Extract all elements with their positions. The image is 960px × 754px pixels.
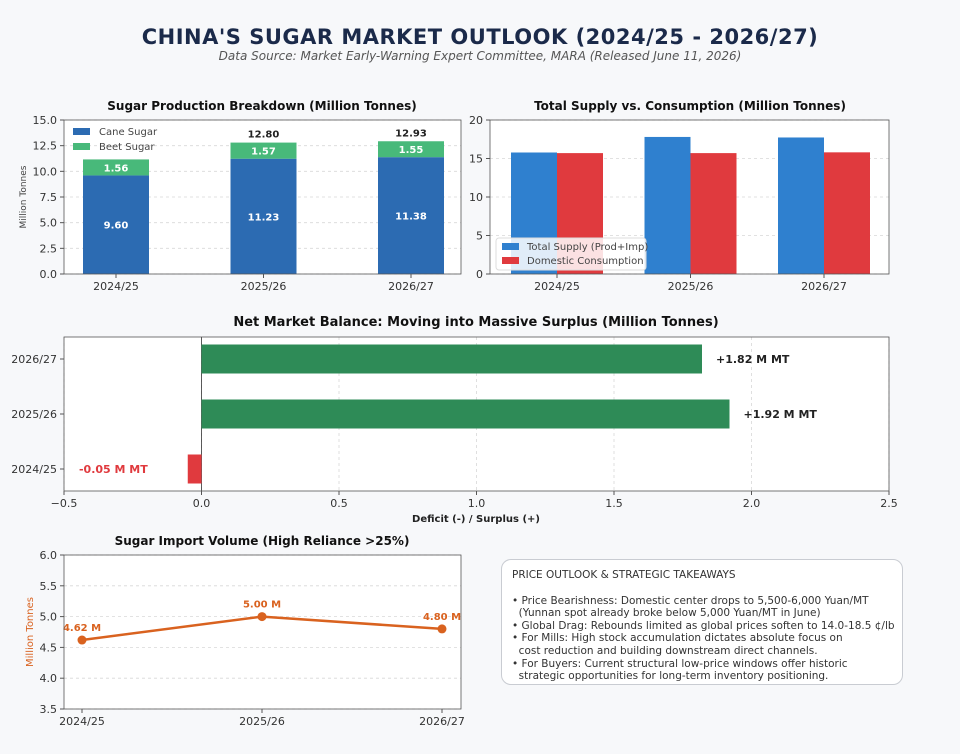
surplus-bar	[201, 344, 702, 374]
imports-ylabel: Million Tonnes	[25, 597, 36, 667]
total-supply-bar	[644, 136, 691, 274]
balance-xtick-label: 1.5	[605, 497, 623, 510]
imports-data-point	[257, 612, 267, 622]
imports-data-label: 4.62 M	[63, 623, 101, 634]
supply-ytick-label: 15	[469, 153, 483, 166]
balance-ytick-label: 2024/25	[11, 463, 57, 476]
legend-swatch-consumption	[502, 257, 519, 264]
legend-swatch-beet	[73, 143, 90, 150]
production-ytick-label: 5.0	[40, 217, 58, 230]
takeaway-bullet-global: • Global Drag: Rebounds limited as globa…	[512, 619, 895, 632]
imports-data-label: 5.00 M	[243, 600, 281, 611]
production-xtick-label: 2026/27	[388, 280, 434, 293]
cane-sugar-data-label: 11.38	[395, 212, 427, 223]
beet-sugar-bar	[83, 159, 149, 176]
production-ylabel: Million Tonnes	[19, 165, 29, 228]
imports-data-label: 4.80 M	[423, 612, 461, 623]
imports-plot-border	[63, 554, 462, 710]
takeaways-heading: PRICE OUTLOOK & STRATEGIC TAKEAWAYS	[512, 569, 736, 581]
beet-sugar-bar	[378, 141, 444, 158]
production-ytick-label: 12.5	[33, 140, 58, 153]
domestic-consumption-bar	[824, 152, 870, 274]
takeaways-box: PRICE OUTLOOK & STRATEGIC TAKEAWAYS • Pr…	[501, 559, 903, 685]
page-title: CHINA'S SUGAR MARKET OUTLOOK (2024/25 - …	[141, 25, 819, 49]
production-ytick-label: 15.0	[33, 114, 58, 127]
total-supply-bar	[778, 137, 824, 274]
production-xtick-label: 2024/25	[93, 280, 139, 293]
production-total-label: 12.93	[395, 128, 427, 139]
production-xtick-label: 2025/26	[241, 280, 287, 293]
production-total-label: 12.80	[248, 130, 280, 141]
balance-data-label: +1.82 M MT	[716, 353, 790, 366]
imports-plot-bg	[64, 555, 461, 709]
cane-sugar-data-label: 9.60	[104, 221, 129, 232]
balance-data-label: -0.05 M MT	[79, 463, 148, 476]
supply-ytick-label: 0	[476, 268, 483, 281]
legend-label-beet: Beet Sugar	[99, 142, 155, 153]
balance-xtick-label: 2.0	[743, 497, 761, 510]
legend-swatch-cane	[73, 128, 90, 135]
imports-ytick-label: 5.0	[40, 611, 58, 624]
beet-sugar-data-label: 1.55	[399, 145, 424, 156]
imports-ytick-label: 5.5	[40, 580, 58, 593]
cane-sugar-data-label: 11.23	[248, 212, 280, 223]
supply-chart-title: Total Supply vs. Consumption (Million To…	[534, 99, 846, 113]
production-ytick-label: 7.5	[40, 191, 58, 204]
imports-xtick-label: 2024/25	[59, 715, 105, 728]
legend-label-cane: Cane Sugar	[99, 127, 158, 138]
balance-plot-border	[63, 336, 890, 492]
takeaway-bullet-mills: • For Mills: High stock accumulation dic…	[512, 632, 843, 657]
balance-xtick-label: 0.5	[330, 497, 348, 510]
imports-chart-title: Sugar Import Volume (High Reliance >25%)	[115, 534, 410, 548]
balance-xtick-label: 0.0	[193, 497, 211, 510]
domestic-consumption-bar	[690, 153, 737, 274]
cane-sugar-bar	[83, 175, 149, 274]
supply-legend-box	[495, 237, 647, 271]
imports-xtick-label: 2025/26	[239, 715, 285, 728]
production-ytick-label: 0.0	[40, 268, 58, 281]
beet-sugar-data-label: 1.57	[251, 147, 276, 158]
legend-label-consumption: Domestic Consumption	[527, 256, 644, 267]
takeaway-bullet-price: • Price Bearishness: Domestic center dro…	[512, 594, 869, 620]
imports-ytick-label: 4.5	[40, 641, 58, 654]
production-ytick-label: 2.5	[40, 242, 58, 255]
page-subtitle: Data Source: Market Early-Warning Expert…	[218, 49, 742, 63]
cane-sugar-bar	[378, 157, 444, 274]
imports-xtick-label: 2026/27	[419, 715, 465, 728]
production-ytick-label: 10.0	[33, 165, 58, 178]
deficit-bar	[187, 454, 202, 484]
imports-data-point	[437, 624, 447, 634]
production-plot-border	[63, 119, 462, 275]
imports-ytick-label: 3.5	[40, 703, 58, 716]
supply-ytick-label: 20	[469, 114, 483, 127]
supply-xtick-label: 2025/26	[668, 280, 714, 293]
balance-xtick-label: 1.0	[468, 497, 486, 510]
balance-chart-title: Net Market Balance: Moving into Massive …	[233, 315, 718, 330]
takeaway-bullet-buyers: • For Buyers: Current structural low-pri…	[512, 657, 848, 683]
legend-swatch-supply	[502, 243, 519, 250]
balance-xlabel: Deficit (-) / Surplus (+)	[412, 514, 540, 525]
surplus-bar	[201, 399, 730, 429]
beet-sugar-data-label: 1.56	[104, 163, 129, 174]
supply-ytick-label: 10	[469, 191, 483, 204]
supply-ytick-label: 5	[476, 230, 483, 243]
imports-data-point	[77, 635, 87, 645]
balance-xtick-label: 2.5	[880, 497, 898, 510]
supply-plot-border	[489, 119, 890, 275]
balance-ytick-label: 2025/26	[11, 408, 57, 421]
supply-xtick-label: 2024/25	[534, 280, 580, 293]
cane-sugar-bar	[230, 158, 297, 274]
legend-label-supply: Total Supply (Prod+Imp)	[526, 242, 648, 253]
balance-data-label: +1.92 M MT	[744, 408, 818, 421]
imports-ytick-label: 6.0	[40, 549, 58, 562]
supply-xtick-label: 2026/27	[801, 280, 847, 293]
production-chart-title: Sugar Production Breakdown (Million Tonn…	[107, 99, 416, 113]
balance-ytick-label: 2026/27	[11, 353, 57, 366]
balance-xtick-label: −0.5	[51, 497, 78, 510]
beet-sugar-bar	[230, 142, 297, 159]
imports-ytick-label: 4.0	[40, 672, 58, 685]
